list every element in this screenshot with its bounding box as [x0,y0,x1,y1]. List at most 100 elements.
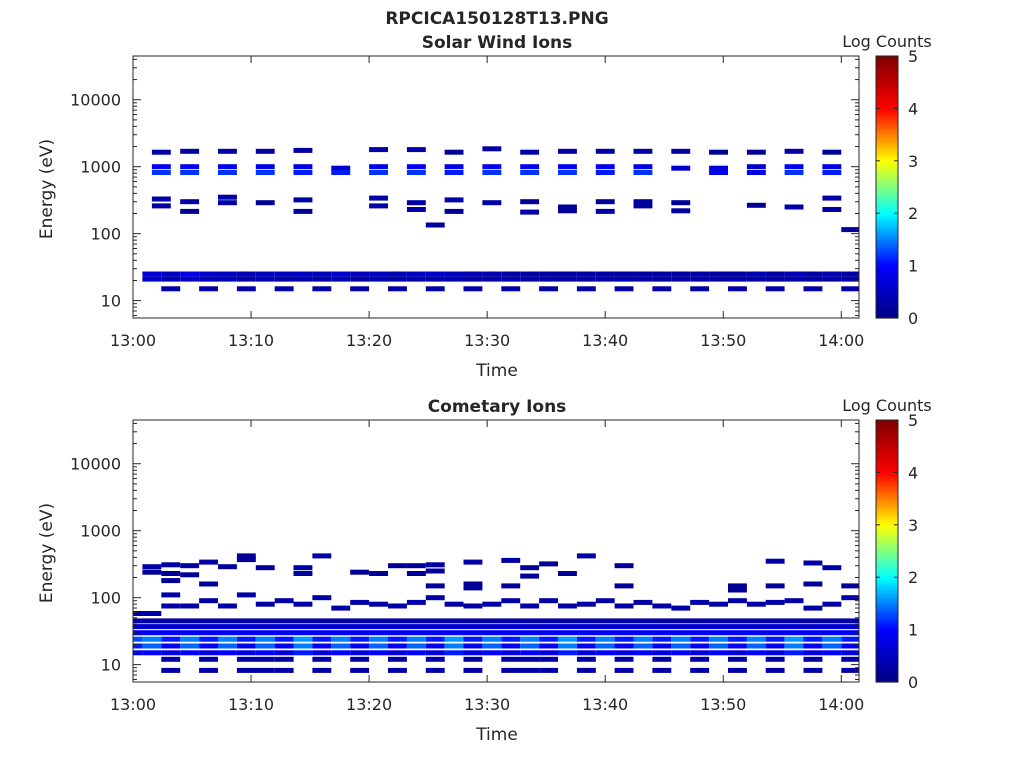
spectrogram-cell [180,636,200,642]
spectrogram-cell [633,271,653,277]
colorbar-swatch [876,142,898,146]
spectrogram-cell [652,656,672,662]
colorbar-swatch [876,595,898,599]
spectrogram-cell [595,164,615,170]
spectrogram-cell [558,148,577,154]
spectrogram-cell [671,165,691,171]
spectrogram-cell [406,636,426,642]
spectrogram-cell [255,601,275,607]
spectrogram-cell [690,276,710,282]
x-tick-label: 13:50 [700,331,746,350]
colorbar-swatch [876,95,898,99]
spectrogram-cell [293,571,313,576]
spectrogram-cells [133,553,859,673]
spectrogram-cell [274,667,294,673]
spectrogram-cell [728,643,747,649]
colorbar-swatch [876,176,898,180]
spectrogram-cell [293,271,313,277]
spectrogram-cell [369,170,388,175]
spectrogram-cell [463,643,483,649]
spectrogram-cell [369,203,388,209]
spectrogram-cell [406,276,426,282]
colorbar-swatch [876,600,898,604]
colorbar-swatch [876,315,898,319]
spectrogram-cell [236,286,256,292]
spectrogram-cell [595,199,615,205]
spectrogram-cell [218,603,237,609]
colorbar-swatch [876,276,898,280]
colorbar-swatch [876,590,898,594]
spectrogram-cell [803,667,823,673]
colorbar-swatch [876,451,898,455]
spectrogram-cell [180,271,200,277]
colorbar-swatch [876,624,898,628]
y-tick-label: 10 [101,292,121,311]
colorbar-swatch [876,621,898,625]
spectrogram-cell [274,271,294,277]
x-tick-label: 13:10 [228,331,274,350]
colorbar-swatch [876,653,898,657]
spectrogram-cell [822,276,842,282]
colorbar-swatch [876,571,898,576]
spectrogram-cell [576,636,596,642]
colorbar-swatch [876,566,898,570]
colorbar-swatch [876,422,898,426]
colorbar-swatch [876,608,898,612]
spectrogram-cell [822,164,842,170]
spectrogram-cell [633,170,653,175]
spectrogram-cell [501,656,540,662]
spectrogram-cell [576,656,596,662]
colorbar-label: Log Counts [842,396,932,415]
spectrogram-cell [151,164,171,170]
colorbar-swatch [876,171,898,175]
colorbar-swatch [876,603,898,607]
spectrogram-cell [765,271,785,277]
spectrogram-cell [709,170,728,175]
spectrogram-cell [520,276,540,282]
x-tick-label: 13:00 [110,695,156,714]
colorbar-swatch [876,482,898,487]
colorbar-swatch [876,475,898,479]
spectrogram-cell [218,148,237,154]
colorbar-swatch [876,61,898,65]
spectrogram-cell [520,271,540,277]
spectrogram-cell [765,558,785,564]
colorbar-swatch [876,210,898,214]
colorbar-swatch [876,495,898,500]
spectrogram-cell [312,656,332,662]
colorbar-swatch [876,168,898,172]
spectrogram-cell [406,200,426,206]
colorbar-tick-label: 4 [908,99,918,118]
spectrogram-cell [312,595,332,601]
colorbar-swatch [876,283,898,288]
colorbar-swatch [876,200,898,204]
spectrogram-cell [312,650,332,656]
figure-title: RPCICA150128T13.PNG [385,9,608,29]
spectrogram-cell [463,667,483,673]
y-tick-label: 10 [101,656,121,675]
spectrogram-cell [784,164,804,170]
colorbar-swatch [876,74,898,78]
spectrogram-cell [388,650,407,656]
spectrogram-cell [331,276,351,282]
colorbar-swatch [876,506,898,510]
spectrogram-cell [520,643,540,649]
colorbar-swatch [876,535,898,539]
spectrogram-cell [236,636,256,642]
spectrogram-cell [463,636,483,642]
spectrogram-cell [255,643,275,649]
spectrogram-cell [444,149,464,155]
colorbar-swatch [876,430,898,434]
x-tick-label: 13:20 [346,695,392,714]
spectrogram-cell [539,650,558,656]
spectrogram-cell [539,286,558,292]
colorbar-swatch [876,310,898,314]
spectrogram-cell [558,650,577,656]
spectrogram-cell [236,667,275,673]
panel-title: Cometary Ions [428,397,567,417]
colorbar-swatch [876,194,898,199]
colorbar-swatch [876,545,898,549]
spectrogram-cell [180,650,200,656]
spectrogram-cell [690,656,710,662]
colorbar-swatch [876,223,898,227]
